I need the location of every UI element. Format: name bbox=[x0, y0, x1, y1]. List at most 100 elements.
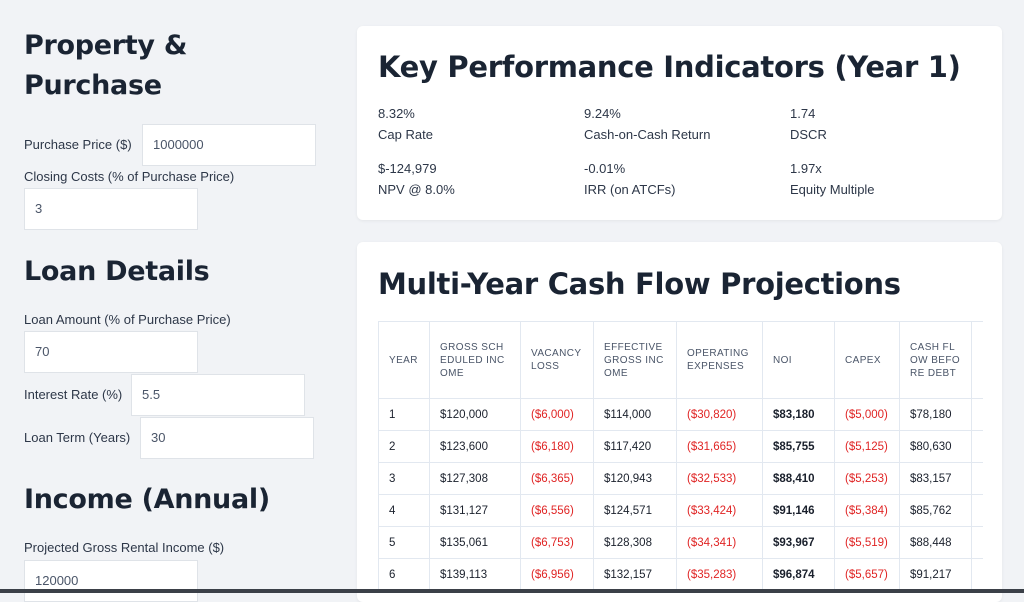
sidebar: Property & Purchase Purchase Price ($) 1… bbox=[0, 0, 340, 602]
table-cell: $78,180 bbox=[899, 398, 972, 431]
table-cell: ($6,365) bbox=[520, 462, 594, 495]
card-title: Multi-Year Cash Flow Projections bbox=[378, 267, 901, 301]
table-cell: 2 bbox=[378, 430, 430, 463]
text-input[interactable]: 120000 bbox=[24, 560, 198, 602]
table-cell: 6 bbox=[378, 558, 430, 591]
field-label: Closing Costs (% of Purchase Price) bbox=[24, 169, 235, 184]
column-header: CASH FLOW BEFORE DEBT bbox=[899, 321, 972, 399]
header-row: YEAR GROSS SCHEDULED INCOME VACANCY LOSS EF… bbox=[378, 321, 983, 399]
table-cell: ($5,125) bbox=[834, 430, 900, 463]
table-cell: ($32,533) bbox=[676, 462, 763, 495]
table-cell: ($6,000) bbox=[520, 398, 594, 431]
section-title: Income (Annual) bbox=[24, 484, 270, 515]
column-header-clipped bbox=[971, 321, 983, 399]
table-cell: ($6,556) bbox=[520, 494, 594, 527]
table-cell: ($5,519) bbox=[834, 526, 900, 559]
kpi-value: 1.74 bbox=[790, 106, 816, 121]
field-label: Loan Amount (% of Purchase Price) bbox=[24, 312, 231, 327]
table-cell: $93,967 bbox=[762, 526, 835, 559]
table-cell: $117,420 bbox=[593, 430, 677, 463]
text-input[interactable]: 30 bbox=[140, 417, 314, 459]
table-cell-clipped bbox=[971, 494, 983, 527]
section-title: Loan Details bbox=[24, 256, 210, 287]
table-container: YEAR GROSS SCHEDULED INCOME VACANCY LOSS EF… bbox=[378, 321, 983, 601]
table-cell: ($5,384) bbox=[834, 494, 900, 527]
table-cell: $135,061 bbox=[429, 526, 521, 559]
table-cell: ($6,753) bbox=[520, 526, 594, 559]
table-cell: $123,600 bbox=[429, 430, 521, 463]
text-input[interactable]: 70 bbox=[24, 331, 198, 373]
table-cell: ($30,820) bbox=[676, 398, 763, 431]
field-label: Purchase Price ($) bbox=[24, 137, 132, 152]
table-cell: $91,146 bbox=[762, 494, 835, 527]
table-cell: $85,755 bbox=[762, 430, 835, 463]
table-cell: $83,157 bbox=[899, 462, 972, 495]
column-header: GROSS SCHEDULED INCOME bbox=[429, 321, 521, 399]
table-cell: ($34,341) bbox=[676, 526, 763, 559]
column-header: OPERATING EXPENSES bbox=[676, 321, 763, 399]
table-row: 1 $120,000 ($6,000) $114,000 ($30,820) $83,18… bbox=[378, 398, 983, 431]
kpi-label: DSCR bbox=[790, 127, 827, 142]
column-header: NOI bbox=[762, 321, 835, 399]
table-cell: ($31,665) bbox=[676, 430, 763, 463]
table-row: 6 $139,113 ($6,956) $132,157 ($35,283) $96,87… bbox=[378, 558, 983, 591]
kpi-value: 1.97x bbox=[790, 161, 822, 176]
table-cell: ($6,180) bbox=[520, 430, 594, 463]
table-cell: $91,217 bbox=[899, 558, 972, 591]
table-cell: 3 bbox=[378, 462, 430, 495]
table-cell: $120,943 bbox=[593, 462, 677, 495]
table-cell: $131,127 bbox=[429, 494, 521, 527]
table-cell: $139,113 bbox=[429, 558, 521, 591]
table-cell: $124,571 bbox=[593, 494, 677, 527]
field-label: Interest Rate (%) bbox=[24, 387, 123, 402]
table-cell: ($35,283) bbox=[676, 558, 763, 591]
table-cell: ($33,424) bbox=[676, 494, 763, 527]
text-input[interactable]: 5.5 bbox=[131, 374, 305, 416]
text-input[interactable]: 1000000 bbox=[142, 124, 316, 166]
cash-flow-table: YEAR GROSS SCHEDULED INCOME VACANCY LOSS EF… bbox=[378, 321, 983, 591]
window-edge bbox=[0, 589, 1024, 593]
table-cell: $128,308 bbox=[593, 526, 677, 559]
table-cell: ($5,000) bbox=[834, 398, 900, 431]
section-title: Property & Purchase bbox=[24, 30, 188, 101]
kpi-label: NPV @ 8.0% bbox=[378, 182, 455, 197]
kpi-value: -0.01% bbox=[584, 161, 626, 176]
table-cell-clipped bbox=[971, 526, 983, 559]
table-cell: $127,308 bbox=[429, 462, 521, 495]
table-cell: 1 bbox=[378, 398, 430, 431]
table-cell: $120,000 bbox=[429, 398, 521, 431]
table-cell-clipped bbox=[971, 398, 983, 431]
table-body: 1 $120,000 ($6,000) $114,000 ($30,820) $83,18… bbox=[378, 398, 983, 591]
table-cell: $80,630 bbox=[899, 430, 972, 463]
kpi-card: Key Performance Indicators (Year 1) 8.32… bbox=[357, 26, 1002, 220]
kpi-label: IRR (on ATCFs) bbox=[584, 182, 676, 197]
table-cell: 4 bbox=[378, 494, 430, 527]
table-cell-clipped bbox=[971, 558, 983, 591]
kpi-label: Equity Multiple bbox=[790, 182, 875, 197]
table-row: 3 $127,308 ($6,365) $120,943 ($32,533) $88,41… bbox=[378, 462, 983, 495]
card-title: Key Performance Indicators (Year 1) bbox=[378, 50, 961, 84]
table-cell-clipped bbox=[971, 462, 983, 495]
kpi-label: Cap Rate bbox=[378, 127, 433, 142]
table-cell: $88,410 bbox=[762, 462, 835, 495]
table-row: 5 $135,061 ($6,753) $128,308 ($34,341) $93,96… bbox=[378, 526, 983, 559]
kpi-value: 9.24% bbox=[584, 106, 621, 121]
table-cell: $85,762 bbox=[899, 494, 972, 527]
table-cell: $132,157 bbox=[593, 558, 677, 591]
table-cell: $88,448 bbox=[899, 526, 972, 559]
table-cell: 5 bbox=[378, 526, 430, 559]
table-row: 4 $131,127 ($6,556) $124,571 ($33,424) $91,14… bbox=[378, 494, 983, 527]
column-header: CAPEX bbox=[834, 321, 900, 399]
kpi-value: 8.32% bbox=[378, 106, 415, 121]
table-cell-clipped bbox=[971, 430, 983, 463]
table-row: 2 $123,600 ($6,180) $117,420 ($31,665) $85,75… bbox=[378, 430, 983, 463]
column-header: YEAR bbox=[378, 321, 430, 399]
table-cell: $83,180 bbox=[762, 398, 835, 431]
table-cell: ($5,657) bbox=[834, 558, 900, 591]
table-cell: ($6,956) bbox=[520, 558, 594, 591]
text-input[interactable]: 3 bbox=[24, 188, 198, 230]
column-header: EFFECTIVE GROSS INCOME bbox=[593, 321, 677, 399]
column-header: VACANCY LOSS bbox=[520, 321, 594, 399]
table-cell: ($5,253) bbox=[834, 462, 900, 495]
